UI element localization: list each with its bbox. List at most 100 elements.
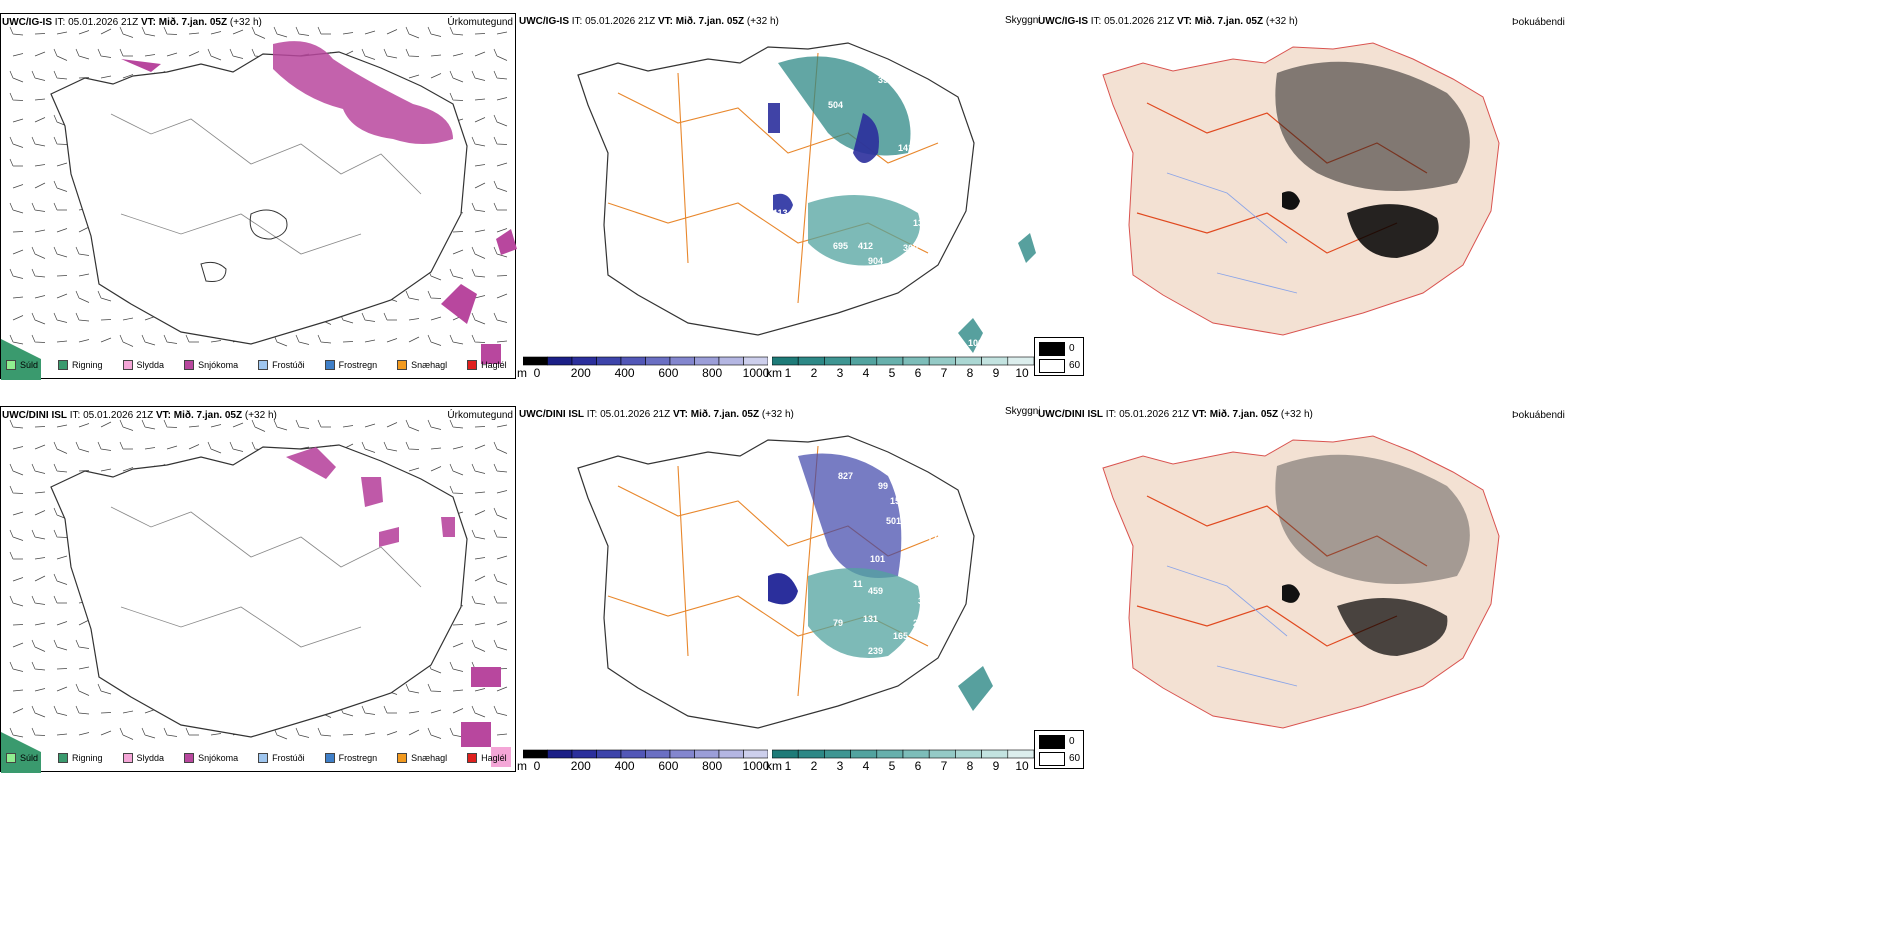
wind-barb xyxy=(34,182,46,189)
header-top-3: UWC/IG-IS IT: 05.01.2026 21Z VT: Mið. 7.… xyxy=(1038,16,1298,27)
wind-barb xyxy=(229,48,244,59)
wind-barb xyxy=(56,424,68,428)
wind-barb xyxy=(141,334,156,346)
wind-barb xyxy=(100,730,112,736)
wind-barb xyxy=(317,727,332,737)
cloud_base_bar-tick: 0 xyxy=(533,366,541,380)
precip-legend-label: Súld xyxy=(20,753,39,763)
visibility_bar-swatch xyxy=(772,749,799,759)
fog-legend-low-swatch xyxy=(1039,752,1065,766)
wind-barb xyxy=(53,312,68,323)
precip-legend-label: Haglél xyxy=(481,360,507,370)
visibility_bar-swatch xyxy=(902,356,930,366)
wind-barb xyxy=(100,712,112,714)
cloud_base_bar-tick: 200 xyxy=(570,759,591,773)
wind-barb xyxy=(405,419,420,432)
wind-barb xyxy=(474,510,486,516)
visibility_bar-tick: 2 xyxy=(810,366,818,380)
wind-barb xyxy=(9,334,24,345)
wind-barb xyxy=(430,466,442,472)
wind-barb xyxy=(474,51,486,57)
visibility_bar-tick: 3 xyxy=(836,759,844,773)
wind-barb xyxy=(386,338,398,343)
precip-legend-label: Frostregn xyxy=(338,753,378,763)
wind-barb xyxy=(471,334,486,343)
visibility-title-top: Skyggni xyxy=(1005,15,1041,26)
visibility_bar-swatch xyxy=(797,749,825,759)
cloud-base-value: 93 xyxy=(773,603,784,613)
cloud_base_bar-unit: m xyxy=(517,366,527,380)
visibility-title-bottom: Skyggni xyxy=(1005,406,1041,417)
visibility_bar-swatch xyxy=(850,356,878,366)
visibility-map-bottom xyxy=(577,435,993,729)
cloud-base-colorbar-bottom: m 0 200 400 600 800 1000 xyxy=(517,749,769,779)
wind-barb xyxy=(471,246,486,259)
cloud-base-value: 11 xyxy=(853,579,863,589)
wind-barb xyxy=(496,228,508,233)
precip-legend-bottom: Súld Rigning Slydda Snjókoma Frostúði Frostre… xyxy=(6,753,521,763)
wind-barb xyxy=(471,595,486,605)
cloud-base-value: 827 xyxy=(838,471,854,481)
visibility_bar-swatch xyxy=(876,356,904,366)
visibility_bar-tick: 6 xyxy=(914,366,922,380)
wind-barb xyxy=(361,441,376,453)
wind-barb xyxy=(141,727,156,739)
wind-barb xyxy=(119,441,133,450)
wind-barb xyxy=(188,32,200,35)
precip-type-title-bottom: Úrkomutegund xyxy=(447,410,513,421)
wind-barb xyxy=(449,463,464,476)
cloud-base-value: 113 xyxy=(773,208,788,218)
visibility_bar-tick: 1 xyxy=(784,759,792,773)
precip-legend-label: Snæhagl xyxy=(411,753,448,763)
visibility_bar-swatch xyxy=(1007,356,1034,366)
wind-barb xyxy=(119,419,134,431)
cloud-base-value: 201 xyxy=(928,133,944,143)
wind-barb xyxy=(430,316,442,321)
wind-barb xyxy=(474,575,486,582)
wind-barb xyxy=(493,70,508,80)
wind-barb xyxy=(34,229,46,233)
wind-barb xyxy=(31,705,46,718)
wind-barb xyxy=(295,26,310,36)
wind-barb xyxy=(408,729,420,736)
wind-barb xyxy=(493,573,508,585)
visibility_bar-swatch xyxy=(876,749,904,759)
wind-barb xyxy=(97,441,112,451)
visibility-panel-top: UWC/IG-IS IT: 05.01.2026 21Z VT: Mið. 7.… xyxy=(518,13,1041,379)
precip-legend-label: Frostregn xyxy=(338,360,378,370)
wind-barb xyxy=(34,98,46,101)
precip-legend-item: Rigning xyxy=(58,360,103,370)
precip-legend-label: Slydda xyxy=(136,360,165,370)
visibility_bar-tick: 6 xyxy=(914,759,922,773)
wind-barb xyxy=(31,268,46,278)
wind-barb xyxy=(474,164,486,167)
precip-legend-swatch xyxy=(324,360,335,370)
wind-barb xyxy=(474,622,486,626)
wind-barb xyxy=(9,463,24,476)
precip-legend-label: Snjókoma xyxy=(198,753,239,763)
wind-barb xyxy=(141,419,156,430)
precip-legend-item: Súld xyxy=(6,753,38,763)
precip-legend-swatch xyxy=(258,360,269,370)
wind-barb xyxy=(31,202,46,212)
wind-barb xyxy=(474,444,486,450)
wind-barb xyxy=(430,447,442,450)
wind-barb xyxy=(122,710,134,714)
wind-barb xyxy=(383,48,398,59)
wind-barb xyxy=(471,463,486,474)
wind-barb xyxy=(427,26,442,37)
cloud_base_bar-swatch xyxy=(645,356,671,366)
wind-barb xyxy=(251,26,266,39)
cloud-base-value: 165 xyxy=(893,631,909,641)
cloud_base_bar-swatch xyxy=(523,749,548,759)
visibility-panel-bottom: UWC/DINI ISL IT: 05.01.2026 21Z VT: Mið.… xyxy=(518,406,1041,772)
fog-legend-low-label: 60 xyxy=(1069,753,1081,764)
wind-barb xyxy=(166,445,178,450)
precip-legend-label: Haglél xyxy=(481,753,507,763)
wind-barb xyxy=(53,529,68,538)
cloud-base-value: 904 xyxy=(868,256,884,266)
cloud_base_bar-swatch xyxy=(596,749,622,759)
cloud-base-value: 39 xyxy=(878,75,889,85)
cloud-base-value: 47 xyxy=(878,458,889,468)
cloud-base-value: 155 xyxy=(890,496,906,506)
